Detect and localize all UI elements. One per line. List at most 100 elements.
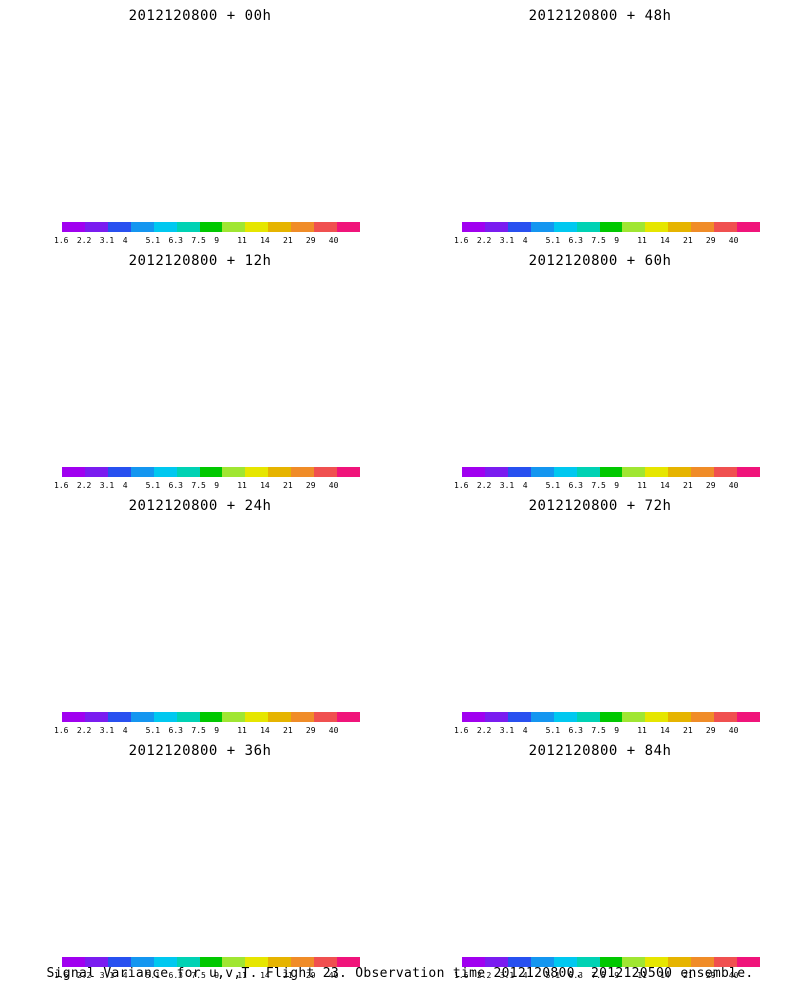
colorbar-labels: 1.6 2.2 3.1 4 5.1 6.3 7.5 9 11 14 21 29 40 <box>454 971 774 981</box>
colorbar-tick-label: 11 <box>637 726 647 735</box>
colorbar-segment <box>153 467 177 477</box>
colorbar-tick-label: 14 <box>660 726 670 735</box>
colorbar-tick-label: 1.6 <box>454 971 469 980</box>
colorbar-segment <box>484 957 508 967</box>
colorbar-tick-label: 29 <box>305 726 316 735</box>
colorbar-tick-label: 11 <box>637 236 647 245</box>
map-panel: 2012120800 + 84h 1.6 2.2 3.1 4 5.1 6.3 7.5 9 11 14… <box>400 735 800 980</box>
colorbar-tick-label: 6.3 <box>168 236 183 245</box>
variance-map <box>400 273 800 459</box>
colorbar-segment <box>599 957 623 967</box>
colorbar-tick-label: 21 <box>683 726 693 735</box>
colorbar-tick-label: 6.3 <box>168 726 183 735</box>
colorbar-segment <box>314 222 338 232</box>
colorbar-segment <box>84 222 108 232</box>
colorbar-tick-label: 6.3 <box>168 971 183 980</box>
colorbar-segment <box>337 467 360 477</box>
colorbar-segment <box>199 222 223 232</box>
colorbar-tick-label: 4 <box>122 971 128 980</box>
colorbar-tick-label: 1.6 <box>454 481 469 490</box>
colorbar-tick-label: 21 <box>683 236 693 245</box>
colorbar-segment <box>645 467 669 477</box>
colorbar-segment <box>530 712 554 722</box>
colorbar-segment <box>222 222 246 232</box>
colorbar-labels: 1.6 2.2 3.1 4 5.1 6.3 7.5 9 11 14 21 29 40 <box>454 726 774 736</box>
colorbar-tick-label: 29 <box>305 971 316 980</box>
colorbar-segment <box>668 467 692 477</box>
colorbar-segment <box>484 712 508 722</box>
panel-title: 2012120800 + 12h <box>128 253 272 269</box>
colorbar-segment <box>314 957 338 967</box>
colorbar-tick-label: 9 <box>614 971 620 980</box>
colorbar-segment <box>576 957 600 967</box>
colorbar-tick-label: 5.1 <box>545 726 561 735</box>
colorbar-segment <box>507 467 531 477</box>
colorbar-segment <box>62 712 85 722</box>
colorbar-segment <box>576 222 600 232</box>
colorbar-segment <box>691 957 715 967</box>
colorbar-segment <box>645 712 669 722</box>
colorbar-tick-label: 5.1 <box>145 481 161 490</box>
colorbar-segment <box>245 957 269 967</box>
colorbar-tick-label: 29 <box>705 726 716 735</box>
colorbar-segment <box>553 712 577 722</box>
colorbar-tick-label: 5.1 <box>145 971 161 980</box>
colorbar-tick-label: 7.5 <box>191 971 206 980</box>
map-panel: 2012120800 + 48h 1.6 2.2 3.1 4 5.1 6.3 7.5 9 11 14… <box>400 0 800 245</box>
colorbar-segment <box>176 467 200 477</box>
colorbar <box>62 957 360 967</box>
colorbar-tick-label: 9 <box>614 481 620 490</box>
colorbar-segment <box>622 712 646 722</box>
colorbar-labels: 1.6 2.2 3.1 4 5.1 6.3 7.5 9 11 14 21 29 40 <box>54 726 374 736</box>
colorbar-tick-label: 4 <box>122 236 128 245</box>
colorbar-tick-label: 11 <box>237 481 247 490</box>
colorbar-tick-label: 2.2 <box>476 726 492 735</box>
colorbar-tick-label: 2.2 <box>76 236 92 245</box>
colorbar-segment <box>691 222 715 232</box>
colorbar <box>462 712 760 722</box>
colorbar-segment <box>737 467 760 477</box>
colorbar-segment <box>268 957 292 967</box>
colorbar-tick-label: 9 <box>214 971 220 980</box>
colorbar-tick-label: 11 <box>237 726 247 735</box>
colorbar-tick-label: 2.2 <box>476 236 492 245</box>
colorbar-segment <box>576 467 600 477</box>
colorbar-segment <box>576 712 600 722</box>
colorbar-tick-label: 3.1 <box>99 971 115 980</box>
colorbar-tick-label: 4 <box>122 481 128 490</box>
colorbar-segment <box>714 467 738 477</box>
variance-map <box>0 763 400 949</box>
colorbar-tick-label: 40 <box>328 236 339 245</box>
colorbar-segment <box>507 222 531 232</box>
colorbar-tick-label: 9 <box>614 236 620 245</box>
colorbar-labels: 1.6 2.2 3.1 4 5.1 6.3 7.5 9 11 14 21 29 40 <box>54 236 374 246</box>
colorbar-tick-label: 4 <box>522 726 528 735</box>
colorbar-tick-label: 3.1 <box>99 236 115 245</box>
variance-map <box>400 518 800 704</box>
colorbar-segment <box>645 222 669 232</box>
colorbar-tick-label: 40 <box>328 971 339 980</box>
colorbar-segment <box>530 222 554 232</box>
colorbar-segment <box>291 222 315 232</box>
map-panel: 2012120800 + 12h 1.6 2.2 3.1 4 5.1 6.3 7.5 9 11 14… <box>0 245 400 490</box>
colorbar-tick-label: 21 <box>283 481 293 490</box>
colorbar-tick-label: 9 <box>614 726 620 735</box>
colorbar-tick-label: 2.2 <box>76 481 92 490</box>
colorbar-tick-label: 40 <box>728 481 739 490</box>
panel-title: 2012120800 + 48h <box>528 8 672 24</box>
colorbar-tick-label: 3.1 <box>499 726 515 735</box>
colorbar-segment <box>462 222 485 232</box>
colorbar-tick-label: 7.5 <box>591 236 606 245</box>
colorbar-segment <box>507 957 531 967</box>
colorbar-segment <box>737 712 760 722</box>
colorbar-segment <box>130 222 154 232</box>
colorbar-tick-label: 3.1 <box>499 971 515 980</box>
variance-map <box>400 28 800 214</box>
colorbar-segment <box>245 712 269 722</box>
colorbar <box>462 467 760 477</box>
map-panel: 2012120800 + 60h 1.6 2.2 3.1 4 5.1 6.3 7.5 9 11 14… <box>400 245 800 490</box>
colorbar-segment <box>337 222 360 232</box>
colorbar-segment <box>737 957 760 967</box>
colorbar-tick-label: 21 <box>283 971 293 980</box>
colorbar-tick-label: 6.3 <box>568 971 583 980</box>
